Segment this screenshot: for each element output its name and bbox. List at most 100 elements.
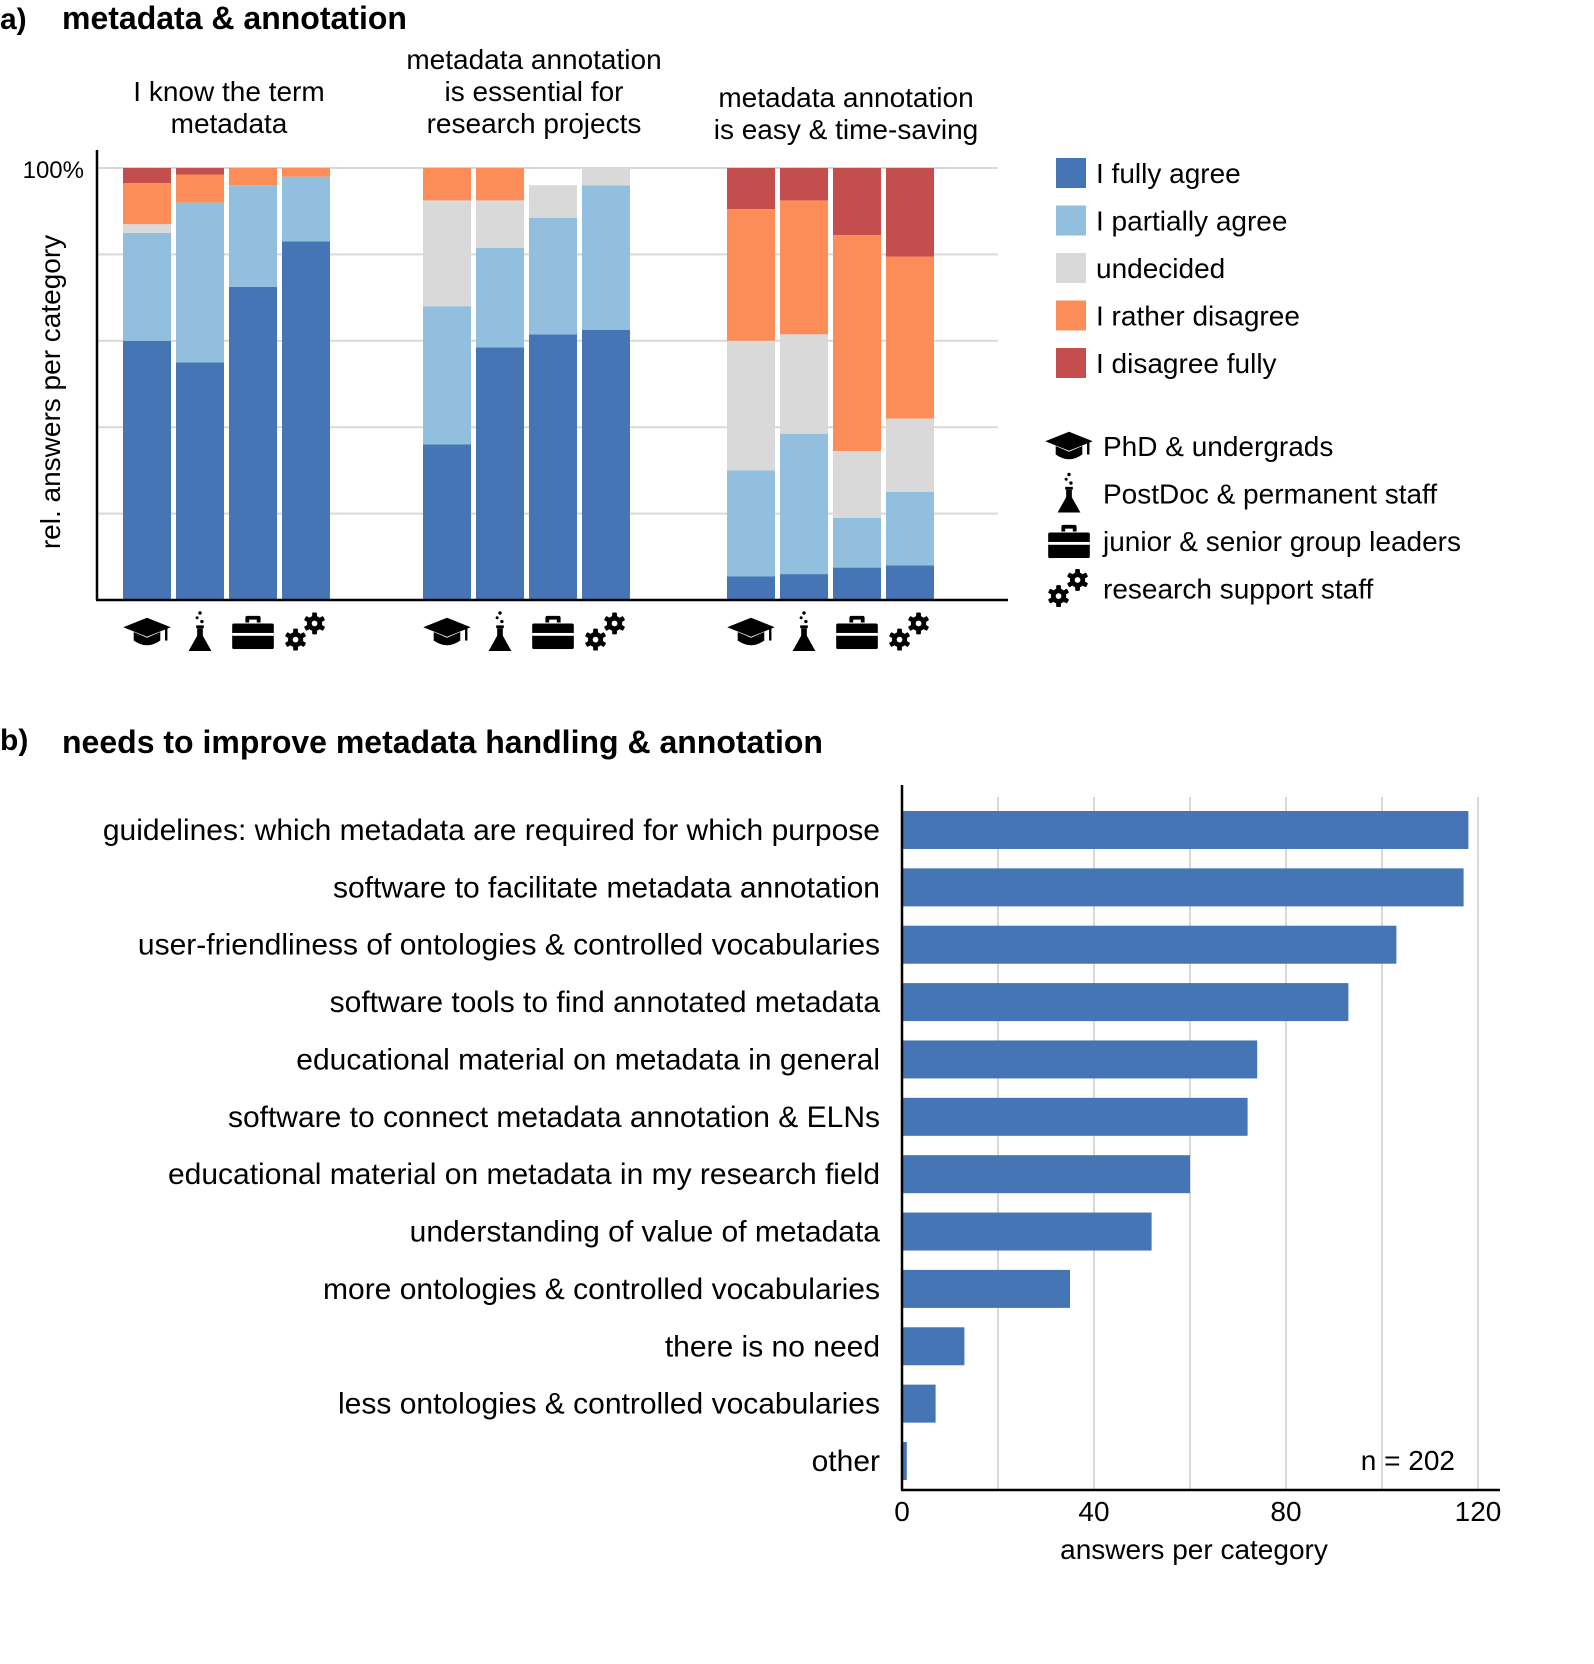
legend-swatch-i-fully-agree: [1056, 158, 1086, 188]
x-tick-label-80: 80: [1270, 1496, 1301, 1527]
panel-a-letter: a): [0, 3, 27, 36]
gears-icon: [284, 612, 326, 651]
bar-segment-i-partially-agree: [727, 470, 775, 577]
panel-b-x-ticks: 0 40 80 120: [894, 1496, 1501, 1527]
bar-segment-undecided: [582, 168, 630, 186]
bar-segment-undecided: [423, 200, 471, 307]
category-label: software to connect metadata annotation …: [228, 1101, 880, 1134]
category-label: guidelines: which metadata are required …: [103, 814, 880, 847]
x-tick-label-40: 40: [1078, 1496, 1109, 1527]
graduation-cap-icon: [1045, 431, 1093, 460]
bar-segment-i-partially-agree: [229, 185, 277, 287]
legend-label-i-rather-disagree: I rather disagree: [1096, 301, 1300, 332]
bar-less-ontologies-controlled-vocabularies: [902, 1384, 936, 1423]
bar-segment-i-fully-agree: [582, 330, 630, 600]
category-label: user-friendliness of ontologies & contro…: [138, 929, 880, 962]
bar-other: [902, 1442, 907, 1480]
bar-segment-i-partially-agree: [780, 433, 828, 575]
group-title-line: metadata annotation: [406, 44, 661, 75]
bar-segment-i-rather-disagree: [780, 200, 828, 335]
graduation-cap-icon: [423, 617, 471, 646]
category-label: software tools to find annotated metadat…: [330, 986, 881, 1019]
category-label: there is no need: [665, 1330, 880, 1363]
bar-segment-undecided: [123, 224, 171, 233]
gears-icon: [888, 612, 930, 651]
briefcase-icon: [532, 615, 574, 650]
bar-segment-i-fully-agree: [886, 565, 934, 600]
bar-segment-i-fully-agree: [780, 574, 828, 600]
bar-segment-i-rather-disagree: [476, 168, 524, 201]
panel-b-gridlines: [997, 797, 1479, 1490]
bar-segment-i-partially-agree: [423, 306, 471, 445]
bar-segment-undecided: [727, 340, 775, 471]
legend-label-postdoc-permanent-staff: PostDoc & permanent staff: [1103, 479, 1437, 510]
category-label: less ontologies & controlled vocabularie…: [338, 1388, 880, 1421]
bar-more-ontologies-controlled-vocabularies: [902, 1269, 1070, 1308]
legend-label-i-fully-agree: I fully agree: [1096, 158, 1241, 189]
bar-user-friendliness-of-ontologies-controlled-vocabularies: [902, 925, 1397, 964]
flask-icon: [188, 611, 212, 651]
legend-label-undecided: undecided: [1096, 253, 1225, 284]
category-label: more ontologies & controlled vocabularie…: [323, 1273, 880, 1306]
panel-a-bars: [123, 168, 934, 600]
group-title-line: metadata annotation: [718, 82, 973, 113]
bar-segment-i-partially-agree: [123, 232, 171, 341]
bar-segment-i-fully-agree: [229, 286, 277, 600]
bar-segment-i-disagree-fully: [780, 168, 828, 201]
bar-understanding-of-value-of-metadata: [902, 1212, 1152, 1251]
bar-segment-i-disagree-fully: [123, 168, 171, 184]
x-tick-label-120: 120: [1455, 1496, 1502, 1527]
bar-segment-i-disagree-fully: [886, 168, 934, 257]
bar-segment-undecided: [833, 450, 881, 518]
panel-b-category-labels: guidelines: which metadata are required …: [103, 814, 880, 1478]
legend-swatch-i-partially-agree: [1056, 205, 1086, 236]
gears-icon: [584, 612, 626, 651]
bar-segment-i-partially-agree: [529, 217, 577, 335]
bar-segment-i-fully-agree: [727, 576, 775, 600]
briefcase-icon: [232, 615, 274, 650]
category-label: educational material on metadata in gene…: [296, 1043, 880, 1076]
category-label: other: [812, 1445, 880, 1478]
bar-segment-i-rather-disagree: [176, 174, 224, 203]
bar-segment-undecided: [476, 200, 524, 248]
bar-segment-i-rather-disagree: [282, 168, 330, 177]
bar-segment-i-partially-agree: [282, 176, 330, 242]
legend-swatch-i-rather-disagree: [1056, 300, 1086, 331]
graduation-cap-icon: [123, 617, 171, 646]
bar-segment-i-partially-agree: [833, 517, 881, 568]
bar-segment-i-partially-agree: [176, 202, 224, 363]
response-legend: I fully agree I partially agree undecided I…: [1056, 158, 1300, 379]
bar-segment-i-rather-disagree: [833, 234, 881, 451]
group-title-line: research projects: [427, 108, 642, 139]
legend-swatch-i-disagree-fully: [1056, 348, 1086, 378]
category-label: software to facilitate metadata annotati…: [333, 871, 880, 904]
bar-segment-i-rather-disagree: [423, 168, 471, 201]
group-title-line: I know the term: [133, 76, 324, 107]
group-title-line: is essential for: [445, 76, 624, 107]
bar-segment-undecided: [886, 418, 934, 492]
briefcase-icon: [836, 615, 878, 650]
bar-segment-undecided: [529, 185, 577, 218]
bar-software-to-connect-metadata-annotation-elns: [902, 1097, 1248, 1136]
bar-segment-i-rather-disagree: [727, 209, 775, 341]
category-label: understanding of value of metadata: [410, 1216, 881, 1249]
bar-segment-i-fully-agree: [833, 567, 881, 600]
bar-segment-i-disagree-fully: [727, 168, 775, 210]
group-legend: PhD & undergrads PostDoc & permanent staf…: [1045, 431, 1461, 608]
briefcase-icon: [1048, 524, 1090, 559]
legend-label-i-partially-agree: I partially agree: [1096, 206, 1287, 237]
bar-software-tools-to-find-annotated-metadata: [902, 983, 1349, 1022]
bar-segment-i-partially-agree: [886, 492, 934, 566]
flask-icon: [792, 611, 816, 651]
bar-segment-i-partially-agree: [582, 185, 630, 330]
bar-educational-material-on-metadata-in-my-research-field: [902, 1155, 1190, 1194]
panel-a-category-icons: [123, 611, 930, 651]
bar-guidelines-which-metadata-are-required-for-which-purpose: [902, 811, 1469, 849]
bar-there-is-no-need: [902, 1327, 965, 1366]
panel-b-title: needs to improve metadata handling & ann…: [62, 724, 823, 760]
bar-educational-material-on-metadata-in-general: [902, 1040, 1258, 1079]
category-label: educational material on metadata in my r…: [168, 1158, 880, 1191]
bar-segment-i-fully-agree: [476, 347, 524, 600]
